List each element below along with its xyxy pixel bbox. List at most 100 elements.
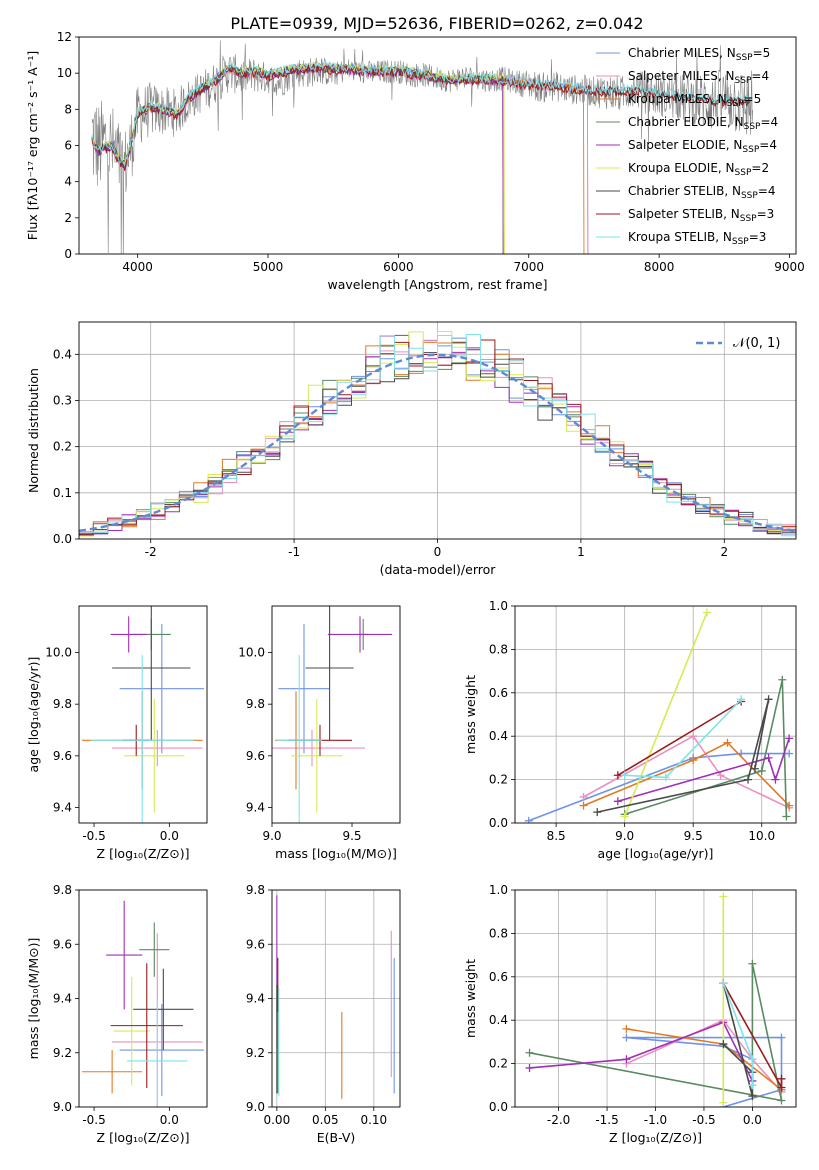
y-tick-label: 0.8 [489, 926, 508, 940]
age-vs-Z-plot-area [82, 606, 204, 823]
weight-point-marker [750, 764, 759, 773]
weight-line-chabrier-stelib [597, 699, 770, 813]
y-tick-label: 0.0 [53, 532, 72, 546]
weight-point-marker [785, 734, 794, 743]
weight-point-marker [689, 756, 698, 765]
y-tick-label: 0.2 [489, 773, 508, 787]
weight-point-marker [777, 1074, 786, 1083]
weight-point-marker [622, 1055, 631, 1064]
weight-point-marker [622, 1033, 631, 1042]
x-tick-label: 0 [434, 545, 442, 559]
x-tick-label: 9.0 [262, 829, 281, 843]
y-tick-label: 0.8 [489, 642, 508, 656]
y-tick-label: 12 [57, 30, 72, 44]
x-tick-label: 0.0 [160, 1113, 179, 1127]
model-line-kroupa-stelib [91, 60, 751, 167]
y-tick-label: 1.0 [489, 599, 508, 613]
axes-frame [78, 321, 797, 540]
weight-line-chabrier-elodie [624, 679, 788, 817]
x-tick-label: 8.5 [547, 829, 566, 843]
weight-point-marker [622, 1024, 631, 1033]
x-tick-label: 8000 [644, 260, 675, 274]
weight-point-marker [620, 771, 629, 780]
massweight-vs-Z-panel: -2.0 -1.5 -1.0 -0.5 0.0 0.0 0.2 0.4 0.6 0.8 1.0 Z [… [463, 883, 797, 1145]
x-axis-label: wavelength [Angstrom, rest frame] [327, 277, 547, 292]
spectrum-panel: 4000 5000 6000 7000 8000 9000 0 2 4 6 8 10 12 wavelen… [25, 30, 805, 292]
x-axis-label: Z [log₁₀(Z/Z⊙)] [97, 1130, 190, 1145]
y-tick-label: 0.1 [53, 486, 72, 500]
y-tick-label: 9.8 [53, 697, 72, 711]
weight-point-marker [748, 959, 757, 968]
y-axis-label: mass [log₁₀(M/M⊙)] [26, 938, 41, 1060]
y-tick-label: 0.6 [489, 970, 508, 984]
y-tick-label: 10.0 [238, 646, 265, 660]
y-tick-label: 9.4 [53, 801, 72, 815]
figure-title: PLATE=0939, MJD=52636, FIBERID=0262, z=0… [230, 14, 643, 33]
weight-line-chabrier-elodie [529, 963, 783, 1102]
weight-point-marker [613, 797, 622, 806]
weight-point-marker [764, 695, 773, 704]
y-axis-label: mass weight [463, 675, 478, 754]
legend-entry: Salpeter MILES, NSSP=4 [628, 69, 769, 86]
y-axis-label: age [log₁₀(age/yr)] [26, 657, 41, 773]
y-tick-label: 2 [64, 211, 72, 225]
x-tick-label: 0.0 [743, 1113, 762, 1127]
weight-point-marker [737, 695, 746, 704]
axes-frame [78, 605, 208, 824]
x-tick-label: 10.0 [748, 829, 775, 843]
mass-vs-EBV-plot-area [272, 890, 400, 1107]
weight-point-marker [593, 808, 602, 817]
legend-entry: Chabrier ELODIE, NSSP=4 [628, 115, 778, 132]
weight-point-marker [723, 738, 732, 747]
weight-point-marker [744, 775, 753, 784]
weight-point-marker [778, 675, 787, 684]
x-axis-label: mass [log₁₀(M/M⊙)] [275, 846, 397, 861]
axes-frame [514, 889, 797, 1108]
model-line-salpeter-stelib [91, 64, 751, 171]
y-tick-label: 0.2 [489, 1057, 508, 1071]
x-tick-label: -0.5 [82, 829, 105, 843]
plots-layer: 4000 5000 6000 7000 8000 9000024681012wavelen… [25, 30, 805, 1145]
x-axis-label: (data-model)/error [380, 562, 497, 577]
y-axis-label: Normed distribution [26, 368, 41, 493]
weight-point-marker [689, 732, 698, 741]
weight-point-marker [757, 766, 766, 775]
weight-point-marker [782, 812, 791, 821]
x-tick-label: 9000 [774, 260, 805, 274]
mass-vs-EBV-panel: 0.00 0.05 0.10 9.0 9.2 9.4 9.6 9.8 E(B-V) [246, 883, 401, 1145]
x-tick-label: 0.00 [263, 1113, 290, 1127]
legend-entry: Chabrier MILES, NSSP=5 [628, 46, 770, 63]
x-tick-label: -0.5 [82, 1113, 105, 1127]
y-tick-label: 9.6 [53, 937, 72, 951]
age-vs-Z-panel: -0.5 0.0 9.4 9.6 9.8 10.0 Z [log₁₀(Z/Z⊙)] age [… [26, 605, 208, 861]
axes-frame [78, 36, 797, 255]
y-tick-label: 9.6 [246, 937, 265, 951]
y-tick-label: 0.3 [53, 393, 72, 407]
weight-point-marker [748, 1081, 757, 1090]
y-tick-label: 9.6 [246, 749, 265, 763]
y-tick-label: 9.2 [53, 1046, 72, 1060]
y-axis-label: Flux [fλ10⁻¹⁷ erg cm⁻² s⁻¹ A⁻¹] [25, 51, 40, 240]
x-tick-label: -2 [145, 545, 157, 559]
weight-point-marker [777, 1033, 786, 1042]
x-tick-label: -1.5 [595, 1113, 618, 1127]
mass-vs-Z-panel: -0.5 0.0 9.0 9.2 9.4 9.6 9.8 Z [log₁₀(Z/Z⊙)] mas… [26, 883, 208, 1145]
weight-point-marker [661, 773, 670, 782]
spectrum-legend: Chabrier MILES, NSSP=5 Salpeter MILES, NS… [596, 46, 778, 247]
weight-point-marker [719, 1098, 728, 1107]
residual-hist-panel: -2 -1 0 1 2 0.0 0.1 0.2 0.3 0.4 (data-model)/error… [26, 321, 797, 577]
y-tick-label: 9.4 [246, 992, 265, 1006]
x-tick-label: 5000 [253, 260, 284, 274]
age-vs-mass-panel: 9.0 9.5 9.4 9.6 9.8 10.0 mass [log₁₀(M/M⊙)] [238, 605, 401, 861]
y-tick-label: 1.0 [489, 883, 508, 897]
weight-line-kroupa-elodie [623, 612, 708, 817]
x-tick-label: 0.0 [160, 829, 179, 843]
x-axis-label: Z [log₁₀(Z/Z⊙)] [97, 846, 190, 861]
weight-point-marker [524, 816, 533, 823]
y-tick-label: 9.8 [53, 883, 72, 897]
y-tick-label: 9.8 [246, 883, 265, 897]
y-tick-label: 9.0 [53, 1100, 72, 1114]
y-tick-label: 8 [64, 102, 72, 116]
weight-line-salpeter-stelib [617, 700, 742, 776]
legend-entry: Kroupa ELODIE, NSSP=2 [628, 161, 769, 178]
